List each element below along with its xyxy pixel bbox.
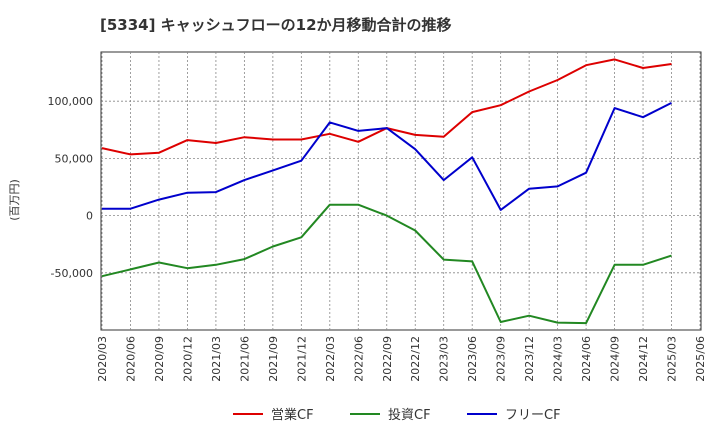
x-tick-label: 2023/12 — [523, 336, 536, 382]
x-tick-label: 2025/03 — [666, 336, 679, 382]
y-tick-label: 50,000 — [55, 152, 94, 165]
x-tick-label: 2024/06 — [580, 336, 593, 382]
horizontal-gridlines — [101, 100, 701, 274]
x-tick-label: 2025/06 — [694, 336, 707, 382]
x-tick-label: 2024/03 — [552, 336, 565, 382]
y-axis-label: (百万円) — [8, 179, 21, 221]
legend-label: 投資CF — [388, 407, 431, 423]
chart-title: [5334] キャッシュフローの12か月移動合計の推移 — [100, 16, 452, 34]
x-tick-label: 2021/09 — [267, 336, 280, 382]
series-line — [101, 203, 672, 325]
x-tick-label: 2022/09 — [381, 336, 394, 382]
x-tick-label: 2023/03 — [438, 336, 451, 382]
x-tick-label: 2020/03 — [96, 336, 109, 382]
x-tick-label: 2022/06 — [352, 336, 365, 382]
x-tick-label: 2020/12 — [181, 336, 194, 382]
x-tick-label: 2020/06 — [124, 336, 137, 382]
x-tick-label: 2024/12 — [637, 336, 650, 382]
x-tick-label: 2023/09 — [495, 336, 508, 382]
series-line — [102, 102, 672, 211]
y-axis-tick-labels: -50,000 0 50,000 100,000 — [48, 95, 94, 280]
x-tick-label: 2024/09 — [609, 336, 622, 382]
x-tick-label: 2023/06 — [466, 336, 479, 382]
legend: 営業CF 投資CF フリーCF — [233, 407, 561, 423]
legend-label: 営業CF — [271, 407, 314, 423]
x-tick-label: 2021/12 — [295, 336, 308, 382]
legend-label: フリーCF — [505, 408, 561, 423]
y-tick-label: 0 — [86, 210, 93, 223]
series-lines — [101, 58, 672, 325]
y-tick-label: -50,000 — [51, 267, 93, 280]
x-tick-label: 2022/12 — [409, 336, 422, 382]
x-tick-label: 2022/03 — [324, 336, 337, 382]
x-tick-label: 2021/06 — [238, 336, 251, 382]
x-axis-tick-labels: 2020/03 2020/06 2020/09 2020/12 2021/03 2021/… — [96, 336, 707, 382]
plot-area — [100, 51, 702, 331]
x-tick-label: 2020/09 — [153, 336, 166, 382]
x-tick-label: 2021/03 — [210, 336, 223, 382]
y-tick-label: 100,000 — [48, 95, 94, 108]
